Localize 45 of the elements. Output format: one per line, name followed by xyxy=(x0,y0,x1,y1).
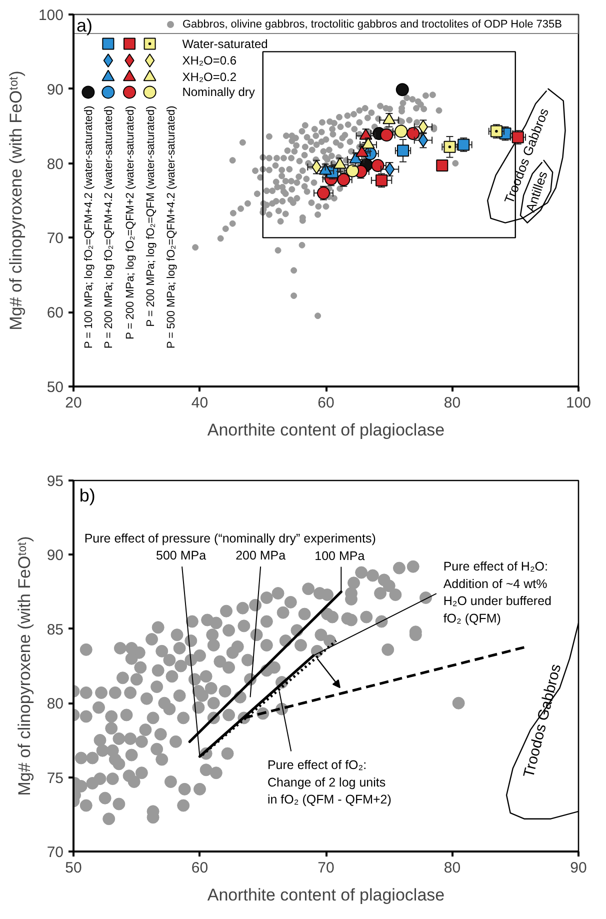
y-tick-label: 100 xyxy=(38,7,64,24)
annotation: Pure effect of fO₂: Change of 2 log units in fO₂ (QFM - QFM+2) xyxy=(267,758,392,807)
y-tick-label: 80 xyxy=(46,156,64,173)
x-axis-title: Anorthite content of plagioclase xyxy=(207,420,445,440)
y-tick-label: 70 xyxy=(46,230,64,248)
y-tick-label: 90 xyxy=(46,81,64,98)
annotation: Pure effect of H₂O: Addition of ~4 wt% H₂O under buffered fO₂ (QFM) xyxy=(443,560,552,626)
y-tick-label: 75 xyxy=(46,770,64,787)
legend-label: XH₂O=0.2 xyxy=(182,70,237,84)
x-tick-label: 100 xyxy=(566,394,592,412)
annotation: P = 100 MPa; log fO₂=QFM+4.2 (water-saturated) xyxy=(83,106,96,349)
x-tick-label: 60 xyxy=(191,860,208,876)
annotation: a) xyxy=(76,16,93,36)
annotation: P = 200 MPa; log fO₂=QFM+4.2 (water-saturated) xyxy=(103,106,116,349)
x-axis-title: Anorthite content of plagioclase xyxy=(207,886,445,904)
annotation: P = 500 MPa; log fO₂=QFM+4.2 (water-saturated) xyxy=(166,106,178,349)
x-tick-label: 80 xyxy=(444,394,461,412)
x-tick-label: 90 xyxy=(570,860,587,876)
y-axis-title: Mg# of clinopyroxene (with FeOᵗᵒᵗ) xyxy=(6,70,26,330)
legend-label: Gabbros, olivine gabbros, troctolitic gabbros and troctolites of ODP Hole 735B xyxy=(182,18,562,30)
text: Troodos Gabbros xyxy=(520,662,565,780)
annotation: P = 200 MPa; log fO₂=QFM+2 (water-saturated) xyxy=(124,106,136,340)
y-axis-title: Mg# of clinopyroxene (with FeOᵗᵒᵗ) xyxy=(14,536,34,796)
annotation: 100 MPa xyxy=(314,548,365,563)
y-tick-label: 60 xyxy=(46,304,64,322)
x-tick-label: 70 xyxy=(318,860,334,876)
y-tick-label: 70 xyxy=(46,844,64,861)
annotation: Pure effect of pressure (“nominally dry” experiments) xyxy=(84,532,376,546)
annotation: P = 200 MPa; log fO₂=QFM (water-saturated) xyxy=(144,106,157,327)
y-tick-label: 95 xyxy=(46,473,64,490)
y-tick-label: 50 xyxy=(46,379,64,396)
annotation: 200 MPa xyxy=(236,548,286,563)
y-tick-label: 80 xyxy=(46,696,64,713)
legend-label: Nominally dry xyxy=(182,85,255,100)
y-tick-label: 90 xyxy=(46,547,64,564)
annotation: b) xyxy=(79,486,96,506)
x-tick-label: 40 xyxy=(191,394,208,412)
x-tick-label: 20 xyxy=(65,394,82,412)
legend-label: Water-saturated xyxy=(182,36,268,51)
x-tick-label: 60 xyxy=(318,394,334,412)
x-tick-label: 80 xyxy=(444,860,461,876)
legend-label: XH₂O=0.6 xyxy=(182,54,237,68)
x-tick-label: 50 xyxy=(65,860,82,876)
annotation: 500 MPa xyxy=(156,548,206,563)
y-tick-label: 85 xyxy=(46,621,64,638)
